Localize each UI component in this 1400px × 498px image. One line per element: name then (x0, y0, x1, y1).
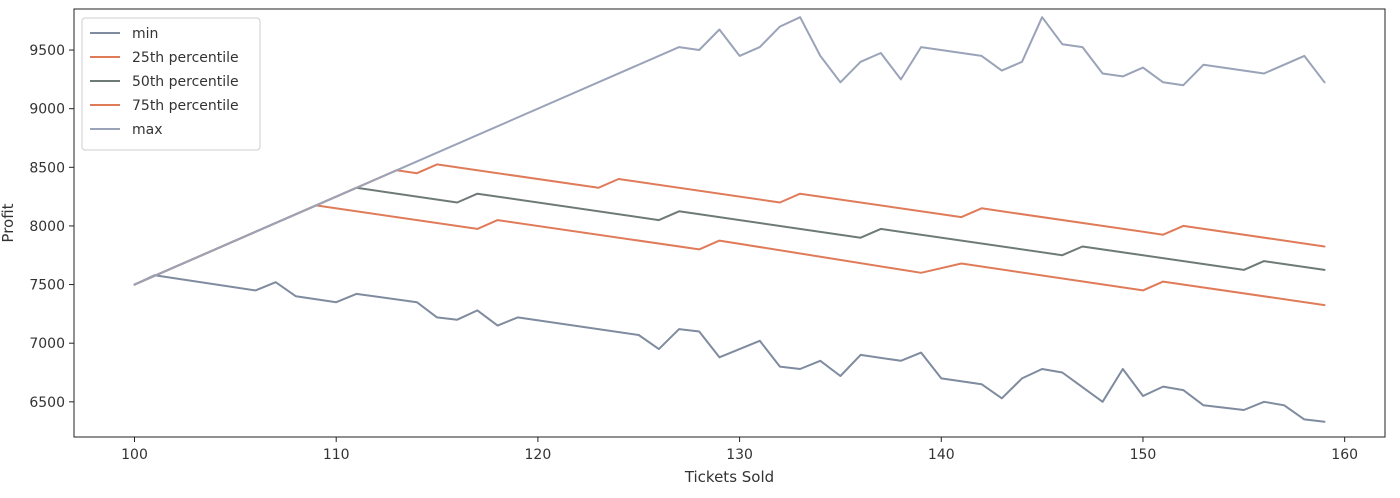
legend-label: min (132, 26, 158, 42)
y-axis-label: Profit (0, 203, 17, 242)
legend-box (81, 17, 261, 151)
series-line-50th-percentile (133, 186, 1326, 286)
x-tick-label: 110 (323, 447, 350, 463)
legend-label: 50th percentile (132, 74, 239, 90)
x-tick-label: 160 (1331, 447, 1358, 463)
x-axis-ticks: 100 110 120 130 140 150 160 (121, 437, 1358, 463)
x-tick-label: 130 (726, 447, 753, 463)
y-tick-label: 9000 (29, 102, 65, 118)
plot-lines (133, 16, 1326, 423)
x-tick-label: 120 (525, 447, 552, 463)
y-tick-label: 8500 (29, 160, 65, 176)
x-tick-label: 150 (1130, 447, 1157, 463)
x-tick-label: 140 (928, 447, 955, 463)
y-tick-label: 6500 (29, 395, 65, 411)
series-line-max (133, 16, 1326, 286)
y-tick-label: 9500 (29, 43, 65, 59)
series-line-75th-percentile (133, 163, 1326, 286)
y-tick-label: 8000 (29, 219, 65, 235)
x-axis-label: Tickets Sold (684, 468, 774, 486)
series-line-min (133, 274, 1326, 423)
y-tick-label: 7000 (29, 336, 65, 352)
y-tick-label: 7500 (29, 278, 65, 294)
x-tick-label: 100 (121, 447, 148, 463)
y-axis-ticks: 6500 7000 7500 8000 8500 9000 9500 (29, 43, 74, 411)
legend-label: 75th percentile (132, 98, 239, 114)
legend: min 25th percentile 50th percentile 75th pe… (81, 17, 261, 151)
legend-label: max (132, 122, 163, 138)
legend-label: 25th percentile (132, 50, 239, 66)
series-line-25th-percentile (133, 204, 1326, 307)
plot-frame (73, 8, 1386, 438)
